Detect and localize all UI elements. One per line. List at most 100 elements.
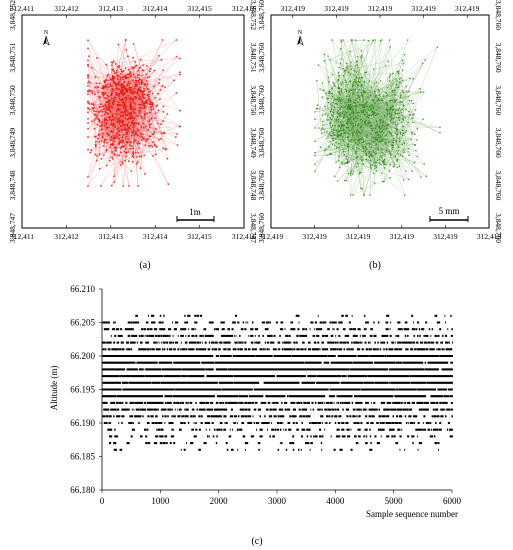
altitude-point <box>208 408 210 411</box>
altitude-point <box>226 401 228 404</box>
position-point <box>377 88 379 91</box>
altitude-point <box>181 415 183 418</box>
position-point <box>95 117 97 120</box>
altitude-point <box>390 401 392 404</box>
altitude-point <box>308 428 310 431</box>
position-point <box>331 73 334 76</box>
position-point <box>390 132 393 135</box>
altitude-point <box>341 428 343 431</box>
altitude-point <box>337 395 338 398</box>
position-point <box>389 113 391 115</box>
altitude-point <box>269 395 271 398</box>
altitude-point <box>279 422 281 424</box>
altitude-point <box>160 395 162 398</box>
altitude-point <box>198 388 200 391</box>
altitude-point <box>216 428 218 431</box>
altitude-point <box>305 388 306 391</box>
position-point <box>415 150 417 152</box>
altitude-point <box>380 428 382 431</box>
position-point <box>356 83 359 86</box>
position-point <box>329 152 332 155</box>
altitude-point <box>366 442 368 445</box>
altitude-point <box>112 388 114 391</box>
altitude-point <box>132 428 134 431</box>
altitude-point <box>440 408 442 411</box>
position-point <box>111 75 114 77</box>
altitude-point <box>232 408 233 411</box>
altitude-point <box>183 401 184 404</box>
position-point <box>416 127 419 130</box>
altitude-point <box>171 428 173 431</box>
altitude-point <box>177 388 179 391</box>
altitude-point <box>169 442 171 445</box>
altitude-point <box>117 401 119 404</box>
position-point <box>375 109 378 111</box>
position-point <box>351 138 353 141</box>
altitude-point <box>251 388 253 391</box>
altitude-point <box>242 401 244 404</box>
position-point <box>166 157 169 160</box>
altitude-point <box>354 395 355 398</box>
altitude-point <box>295 395 297 398</box>
altitude-point <box>173 442 175 445</box>
altitude-point <box>432 435 434 438</box>
altitude-point <box>226 442 228 445</box>
position-point <box>179 125 181 128</box>
position-point <box>127 129 129 132</box>
altitude-point <box>183 388 185 391</box>
position-point <box>361 95 364 97</box>
position-point <box>402 91 405 93</box>
altitude-point <box>154 408 156 411</box>
position-point <box>337 100 340 102</box>
altitude-point <box>201 401 203 404</box>
altitude-point <box>400 408 402 411</box>
altitude-point <box>127 395 128 398</box>
altitude-point <box>408 422 410 424</box>
position-point <box>372 68 375 70</box>
position-point <box>145 80 148 82</box>
altitude-point <box>156 428 158 431</box>
position-point <box>411 117 414 120</box>
position-point <box>142 90 144 93</box>
altitude-point <box>327 388 329 391</box>
altitude-point <box>155 388 157 391</box>
altitude-point <box>426 401 428 404</box>
position-point <box>343 132 345 134</box>
altitude-point <box>134 415 136 418</box>
altitude-point <box>338 388 340 391</box>
position-point <box>348 104 350 106</box>
altitude-point <box>153 408 155 411</box>
altitude-point <box>275 401 277 404</box>
x-tick-label-top: 312,419 <box>368 4 393 13</box>
altitude-point <box>321 435 323 438</box>
altitude-point <box>201 395 203 398</box>
altitude-point <box>137 388 138 391</box>
position-point <box>155 127 157 130</box>
altitude-point <box>253 395 255 398</box>
position-point <box>371 164 374 166</box>
position-point <box>109 78 112 80</box>
position-point <box>321 96 324 98</box>
position-point <box>114 63 117 65</box>
altitude-point <box>204 395 206 398</box>
altitude-point <box>173 401 175 404</box>
altitude-point <box>264 415 266 418</box>
altitude-point <box>317 422 319 424</box>
altitude-point <box>251 388 253 391</box>
position-point <box>111 138 113 141</box>
position-point <box>124 39 127 41</box>
altitude-point <box>281 395 283 398</box>
altitude-point <box>298 388 300 391</box>
altitude-point <box>352 415 354 418</box>
altitude-point <box>388 401 390 404</box>
altitude-point <box>228 435 230 438</box>
altitude-point <box>293 408 295 411</box>
altitude-point <box>172 428 173 431</box>
position-point <box>116 154 119 157</box>
altitude-point <box>424 395 425 398</box>
altitude-point <box>214 428 215 431</box>
altitude-point <box>225 428 226 431</box>
altitude-point <box>242 395 243 398</box>
altitude-point <box>342 401 344 404</box>
altitude-point <box>376 422 378 424</box>
